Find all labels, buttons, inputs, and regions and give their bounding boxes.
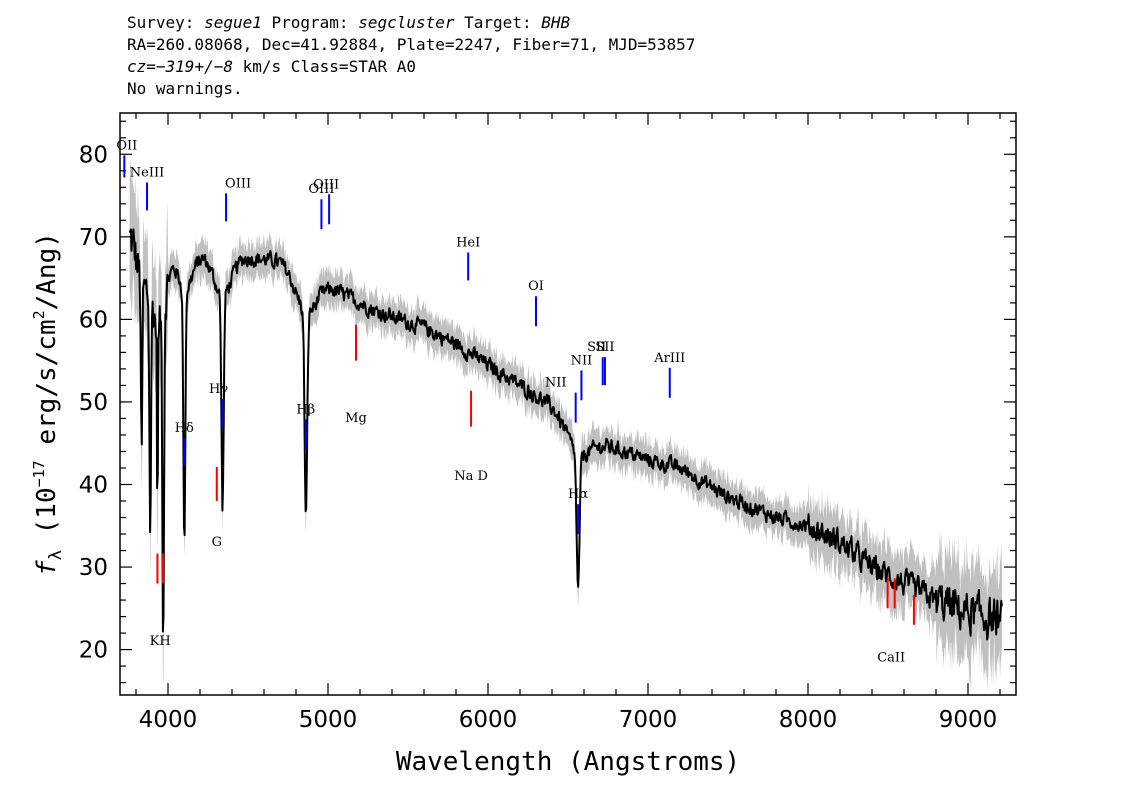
cz-unit-class: km/s Class=STAR A0	[232, 57, 416, 76]
emission-line-label: HeI	[456, 235, 480, 250]
emission-line-label: Hβ	[296, 402, 315, 417]
absorption-line-label: Mg	[345, 411, 367, 426]
emission-line-label: SII	[595, 340, 614, 355]
spectrum-layer	[128, 228, 1003, 641]
program-value: segcluster	[358, 13, 455, 32]
x-tick-label: 5000	[299, 707, 358, 733]
emission-line-label: OII	[116, 138, 137, 153]
y-tick-label: 80	[79, 142, 108, 168]
absorption-line-label: KH	[150, 634, 171, 649]
emission-line-label: NII	[545, 376, 567, 391]
header-line-redshift: cz=−319+/−8 km/s Class=STAR A0	[127, 56, 695, 78]
emission-line-label: Hγ	[209, 382, 228, 397]
y-tick-label: 50	[79, 390, 108, 416]
emission-line-label: SII	[587, 340, 606, 355]
emission-line-label: OIII	[313, 177, 339, 192]
header-line-warnings: No warnings.	[127, 79, 243, 98]
target-value: BHB	[541, 13, 571, 32]
y-tick-label: 70	[79, 225, 108, 251]
y-tick-label: 20	[79, 638, 108, 664]
x-tick-label: 6000	[459, 707, 518, 733]
absorption-line-label: G	[212, 535, 222, 550]
absorption-line-label: Na D	[454, 469, 488, 484]
emission-line-label: NII	[571, 353, 593, 368]
survey-value: segue1	[204, 13, 262, 32]
x-tick-label: 4000	[139, 707, 198, 733]
axis-ticks: 4000 5000 6000 7000 8000 9000 20 30 40 50 60 70 80	[79, 113, 1016, 733]
cz-value: −319+/−8	[155, 57, 233, 76]
y-tick-label: 30	[79, 555, 108, 581]
survey-label: Survey:	[127, 13, 205, 32]
target-label: Target:	[454, 13, 542, 32]
x-tick-label: 8000	[779, 707, 838, 733]
spectrum-line	[128, 228, 1003, 641]
line-markers-layer: OIINeIIIHδHγOIIIHβOIIIOIIIHeIOINIIHαNIIS…	[116, 138, 915, 666]
emission-line-label: Hδ	[175, 421, 194, 436]
absorption-line-label: CaII	[877, 651, 905, 666]
y-tick-label: 40	[79, 472, 108, 498]
plot-frame	[119, 112, 1017, 696]
emission-line-label: OIII	[225, 176, 251, 191]
x-axis-title: Wavelength (Angstroms)	[396, 747, 740, 777]
emission-line-label: Hα	[568, 487, 588, 502]
emission-line-label: OIII	[308, 182, 334, 197]
emission-line-label: NeIII	[130, 165, 164, 180]
x-tick-label: 9000	[939, 707, 998, 733]
emission-line-label: ArIII	[653, 351, 685, 366]
y-axis-title: fλ (10−17 erg/s/cm2/Ang)	[30, 232, 66, 576]
header-line-survey: Survey: segue1 Program: segcluster Targe…	[127, 12, 695, 34]
header-line-coordinates: RA=260.08068, Dec=41.92884, Plate=2247, …	[127, 35, 696, 54]
emission-line-label: OI	[528, 279, 544, 294]
spectrum-header: Survey: segue1 Program: segcluster Targe…	[127, 12, 695, 100]
program-label: Program:	[261, 13, 359, 32]
x-tick-label: 7000	[619, 707, 678, 733]
cz-label: cz=	[127, 57, 156, 76]
y-tick-label: 60	[79, 307, 108, 333]
